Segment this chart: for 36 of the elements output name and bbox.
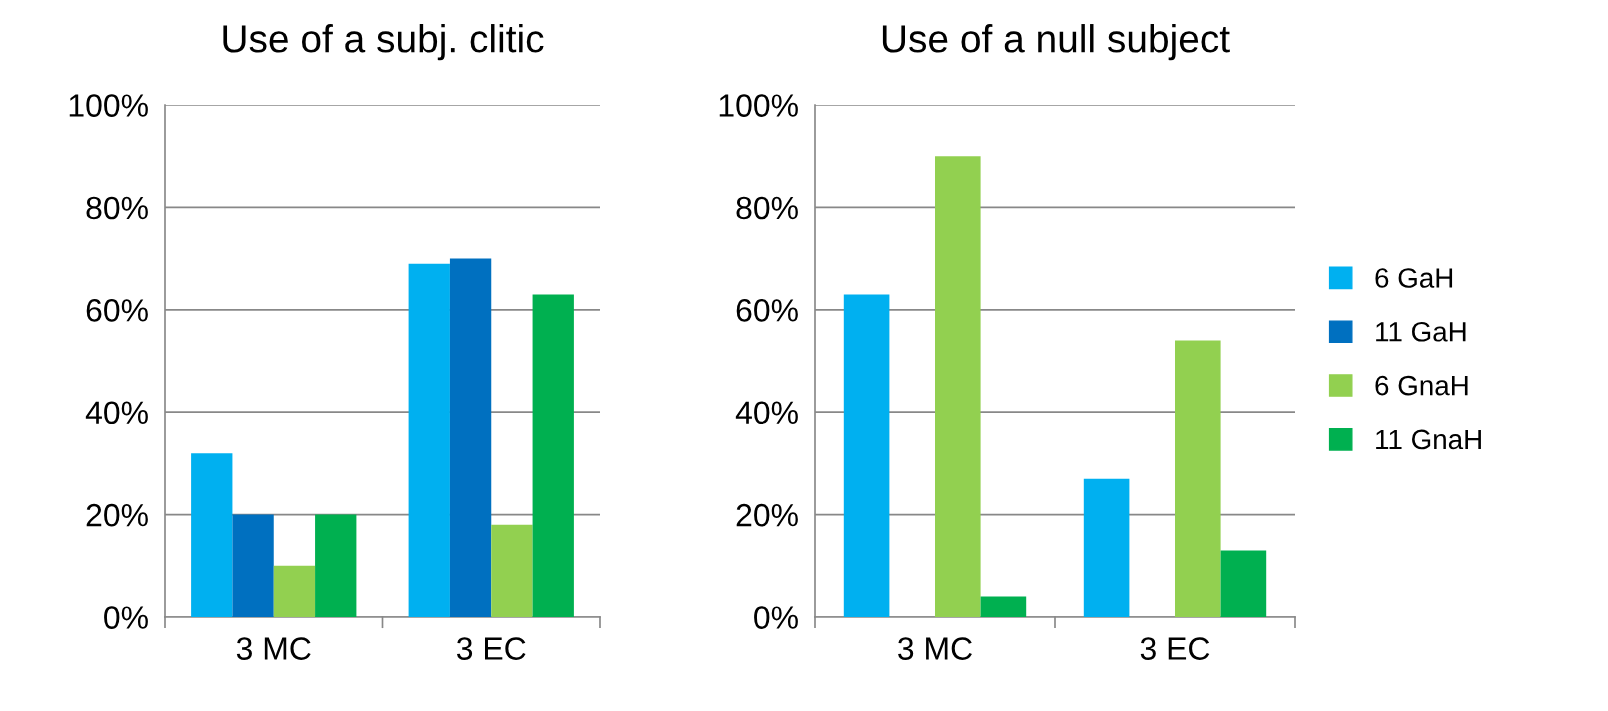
bar — [408, 263, 450, 617]
legend-label: 11 GnaH — [1376, 429, 1481, 450]
y-tick-label: 0% — [754, 606, 798, 629]
x-tick-label: 3 MC — [898, 637, 972, 660]
bar — [935, 156, 981, 617]
y-tick-label: 20% — [736, 503, 798, 527]
y-tick-label: 40% — [735, 401, 798, 425]
x-tick-label: 3 EC — [1140, 637, 1210, 660]
legend-label: 11 GaH — [1376, 321, 1466, 342]
bar — [491, 524, 533, 617]
y-tick-label: 80% — [736, 196, 798, 220]
bar — [273, 565, 316, 617]
y-tick-label: 60% — [736, 299, 798, 322]
x-tick-label: 3 EC — [456, 637, 526, 660]
y-tick-label: 40% — [85, 401, 148, 425]
bar — [315, 514, 357, 617]
bar — [532, 294, 574, 617]
bar — [843, 294, 890, 617]
bar — [980, 596, 1027, 617]
y-tick-label: 0% — [104, 606, 148, 629]
bar — [1175, 340, 1221, 617]
bar — [449, 258, 492, 617]
y-tick-label: 20% — [86, 503, 148, 527]
chart-title: Use of a null subject — [882, 24, 1230, 61]
y-tick-label: 60% — [86, 299, 148, 322]
legend-label: 6 GnaH — [1375, 375, 1468, 396]
bar — [1083, 478, 1130, 617]
chart-title: Use of a subj. clitic — [223, 24, 544, 61]
x-tick-label: 3 MC — [236, 637, 311, 660]
bar — [232, 514, 274, 617]
y-tick-label: 100% — [69, 94, 148, 117]
bar — [1220, 550, 1267, 617]
bar — [191, 453, 233, 617]
y-tick-label: 100% — [719, 94, 798, 117]
y-tick-label: 80% — [86, 196, 148, 220]
legend-label: 6 GaH — [1375, 268, 1453, 288]
